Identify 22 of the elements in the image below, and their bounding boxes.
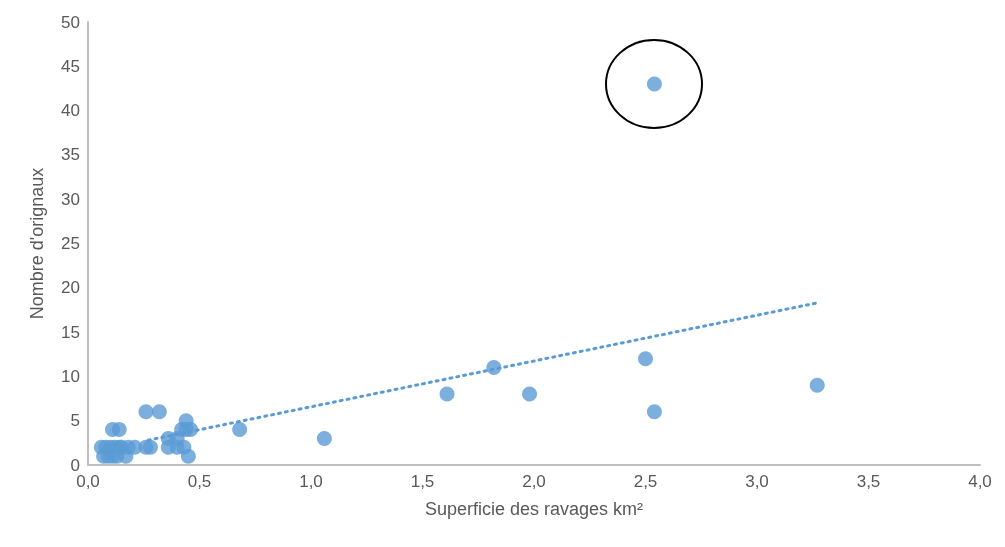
y-tick-label: 40 bbox=[61, 101, 80, 121]
y-tick-label: 20 bbox=[61, 278, 80, 298]
y-tick-label: 10 bbox=[61, 366, 80, 386]
y-tick-label: 45 bbox=[61, 56, 80, 76]
x-axis-title: Superficie des ravages km² bbox=[424, 499, 644, 519]
x-tick-label: 1,0 bbox=[299, 472, 323, 491]
x-tick-label: 3,0 bbox=[745, 472, 769, 491]
x-tick-label: 0,0 bbox=[76, 472, 100, 491]
y-tick-label: 35 bbox=[61, 145, 80, 165]
y-tick-label: 0 bbox=[70, 455, 80, 475]
x-tick-label: 1,5 bbox=[410, 472, 435, 491]
y-axis-title: Nombre d'orignaux bbox=[27, 167, 47, 320]
y-tick-label: 50 bbox=[61, 12, 80, 32]
x-tick-label: 4,0 bbox=[968, 472, 992, 491]
y-tick-label: 30 bbox=[61, 189, 80, 209]
x-tick-label: 0,5 bbox=[187, 472, 212, 491]
x-tick-label: 2,5 bbox=[633, 472, 658, 491]
x-tick-label: 3,5 bbox=[856, 472, 881, 491]
y-tick-label: 5 bbox=[70, 411, 80, 431]
x-tick-label: 2,0 bbox=[522, 472, 546, 491]
y-tick-label: 15 bbox=[61, 322, 80, 342]
y-tick-label: 25 bbox=[61, 234, 80, 253]
